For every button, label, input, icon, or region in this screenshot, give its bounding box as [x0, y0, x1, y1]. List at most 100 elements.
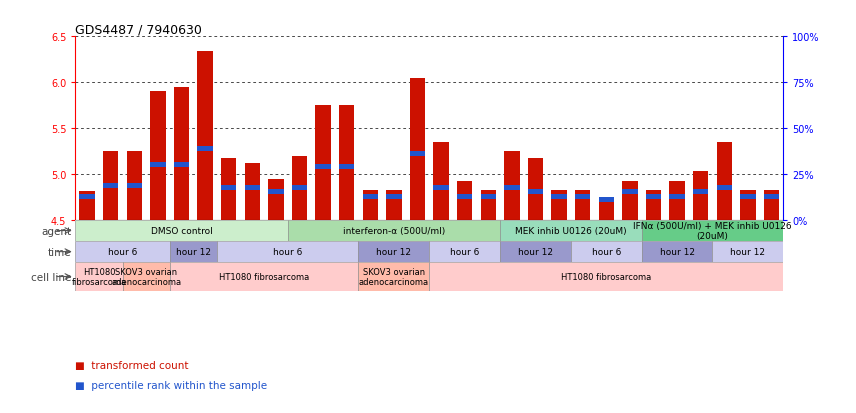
Bar: [645, 195, 661, 199]
Bar: [740, 190, 756, 221]
Bar: [429, 263, 783, 291]
Text: GDS4487 / 7940630: GDS4487 / 7940630: [75, 23, 202, 36]
Bar: [151, 162, 165, 167]
Bar: [359, 242, 429, 263]
Bar: [410, 151, 425, 157]
Bar: [669, 195, 685, 199]
Text: interferon-α (500U/ml): interferon-α (500U/ml): [342, 226, 445, 235]
Bar: [528, 158, 544, 221]
Bar: [268, 190, 283, 195]
Text: ■  percentile rank within the sample: ■ percentile rank within the sample: [75, 380, 267, 390]
Text: ■  transformed count: ■ transformed count: [75, 361, 189, 370]
Bar: [669, 181, 685, 221]
Bar: [551, 195, 567, 199]
Text: hour 12: hour 12: [518, 247, 553, 256]
Text: cell line: cell line: [32, 272, 72, 282]
Bar: [245, 164, 260, 221]
Bar: [174, 88, 189, 221]
Text: hour 6: hour 6: [273, 247, 302, 256]
Text: time: time: [48, 247, 72, 257]
Bar: [75, 242, 169, 263]
Bar: [642, 221, 783, 242]
Bar: [504, 152, 520, 221]
Text: SKOV3 ovarian
adenocarcinoma: SKOV3 ovarian adenocarcinoma: [359, 268, 429, 286]
Bar: [292, 185, 307, 190]
Bar: [575, 190, 591, 221]
Text: MEK inhib U0126 (20uM): MEK inhib U0126 (20uM): [515, 226, 627, 235]
Bar: [386, 195, 401, 199]
Text: hour 12: hour 12: [175, 247, 211, 256]
Bar: [693, 172, 708, 221]
Text: hour 12: hour 12: [377, 247, 412, 256]
Bar: [764, 190, 779, 221]
Text: hour 6: hour 6: [108, 247, 137, 256]
Bar: [500, 242, 571, 263]
Bar: [221, 185, 236, 190]
Bar: [712, 242, 783, 263]
Bar: [571, 242, 642, 263]
Text: hour 6: hour 6: [591, 247, 621, 256]
Bar: [339, 106, 354, 221]
Bar: [740, 195, 756, 199]
Bar: [528, 190, 544, 195]
Bar: [169, 263, 359, 291]
Bar: [429, 242, 500, 263]
Bar: [457, 181, 473, 221]
Bar: [693, 190, 708, 195]
Bar: [80, 195, 95, 199]
Bar: [198, 52, 213, 221]
Bar: [575, 195, 591, 199]
Bar: [75, 221, 288, 242]
Bar: [480, 195, 496, 199]
Bar: [292, 157, 307, 221]
Bar: [504, 185, 520, 190]
Bar: [433, 185, 449, 190]
Text: DMSO control: DMSO control: [151, 226, 212, 235]
Bar: [433, 142, 449, 221]
Text: HT1080
fibrosarcoma: HT1080 fibrosarcoma: [71, 268, 127, 286]
Text: hour 12: hour 12: [730, 247, 765, 256]
Bar: [500, 221, 642, 242]
Bar: [551, 190, 567, 221]
Bar: [363, 190, 378, 221]
Bar: [598, 199, 614, 221]
Bar: [217, 242, 359, 263]
Bar: [245, 185, 260, 190]
Bar: [716, 142, 732, 221]
Bar: [221, 158, 236, 221]
Bar: [315, 165, 330, 170]
Bar: [480, 190, 496, 221]
Text: agent: agent: [42, 226, 72, 236]
Bar: [339, 165, 354, 170]
Bar: [457, 195, 473, 199]
Bar: [598, 197, 614, 202]
Text: HT1080 fibrosarcoma: HT1080 fibrosarcoma: [562, 272, 651, 281]
Bar: [764, 195, 779, 199]
Bar: [386, 190, 401, 221]
Bar: [315, 106, 330, 221]
Bar: [359, 263, 429, 291]
Bar: [127, 152, 142, 221]
Bar: [716, 185, 732, 190]
Text: HT1080 fibrosarcoma: HT1080 fibrosarcoma: [219, 272, 309, 281]
Bar: [622, 190, 638, 195]
Bar: [268, 179, 283, 221]
Bar: [174, 162, 189, 167]
Bar: [169, 242, 217, 263]
Bar: [198, 147, 213, 152]
Bar: [410, 78, 425, 221]
Text: hour 12: hour 12: [660, 247, 694, 256]
Text: IFNα (500U/ml) + MEK inhib U0126
(20uM): IFNα (500U/ml) + MEK inhib U0126 (20uM): [633, 222, 792, 240]
Bar: [622, 181, 638, 221]
Bar: [363, 195, 378, 199]
Bar: [122, 263, 169, 291]
Text: hour 6: hour 6: [450, 247, 479, 256]
Bar: [75, 263, 122, 291]
Bar: [127, 183, 142, 188]
Bar: [103, 152, 118, 221]
Bar: [642, 242, 712, 263]
Bar: [288, 221, 500, 242]
Bar: [645, 190, 661, 221]
Bar: [103, 183, 118, 188]
Bar: [151, 92, 165, 221]
